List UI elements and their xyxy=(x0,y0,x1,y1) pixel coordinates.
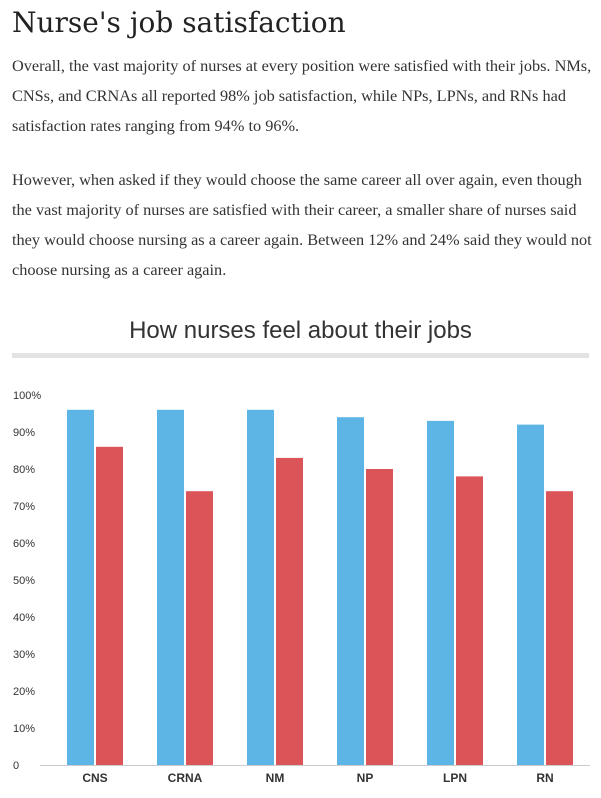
y-tick-label: 80% xyxy=(13,464,35,476)
chart-title: How nurses feel about their jobs xyxy=(129,317,472,344)
y-tick-label: 30% xyxy=(13,649,35,661)
bar-crna-series-1 xyxy=(157,409,184,765)
x-category-label: NM xyxy=(266,771,285,785)
y-tick-label: 20% xyxy=(13,686,35,698)
bar-nm-series-1 xyxy=(247,409,274,765)
y-tick-label: 40% xyxy=(13,612,35,624)
bar-np-series-2 xyxy=(366,469,393,765)
article-heading: Nurse's job satisfaction xyxy=(12,6,346,39)
bar-cns-series-1 xyxy=(67,409,94,765)
x-category-label: RN xyxy=(536,771,553,785)
x-category-label: NP xyxy=(357,771,374,785)
y-tick-label: 90% xyxy=(13,427,35,439)
y-tick-label: 70% xyxy=(13,501,35,513)
x-category-label: CNS xyxy=(82,771,107,785)
bar-crna-series-2 xyxy=(186,491,213,765)
article-paragraph: However, when asked if they would choose… xyxy=(12,170,592,279)
bar-nm-series-2 xyxy=(276,457,303,765)
bar-lpn-series-2 xyxy=(456,476,483,765)
y-tick-label: 50% xyxy=(13,575,35,587)
y-tick-label: 100% xyxy=(13,390,41,402)
bar-cns-series-2 xyxy=(96,446,123,765)
y-tick-label: 60% xyxy=(13,538,35,550)
chart-title-divider xyxy=(12,353,589,358)
bar-np-series-1 xyxy=(337,417,364,765)
y-tick-label: 0 xyxy=(13,760,19,772)
bar-rn-series-2 xyxy=(546,491,573,765)
bar-lpn-series-1 xyxy=(427,420,454,765)
bar-chart: 0 10% 20% 30% 40% 50% 60% 70% 80% 90% 100% CNS CRNA N… xyxy=(13,390,590,785)
x-category-label: LPN xyxy=(443,771,467,785)
bar-rn-series-1 xyxy=(517,424,544,765)
x-category-label: CRNA xyxy=(168,771,203,785)
article-paragraph: Overall, the vast majority of nurses at … xyxy=(12,56,592,135)
y-tick-label: 10% xyxy=(13,723,35,735)
